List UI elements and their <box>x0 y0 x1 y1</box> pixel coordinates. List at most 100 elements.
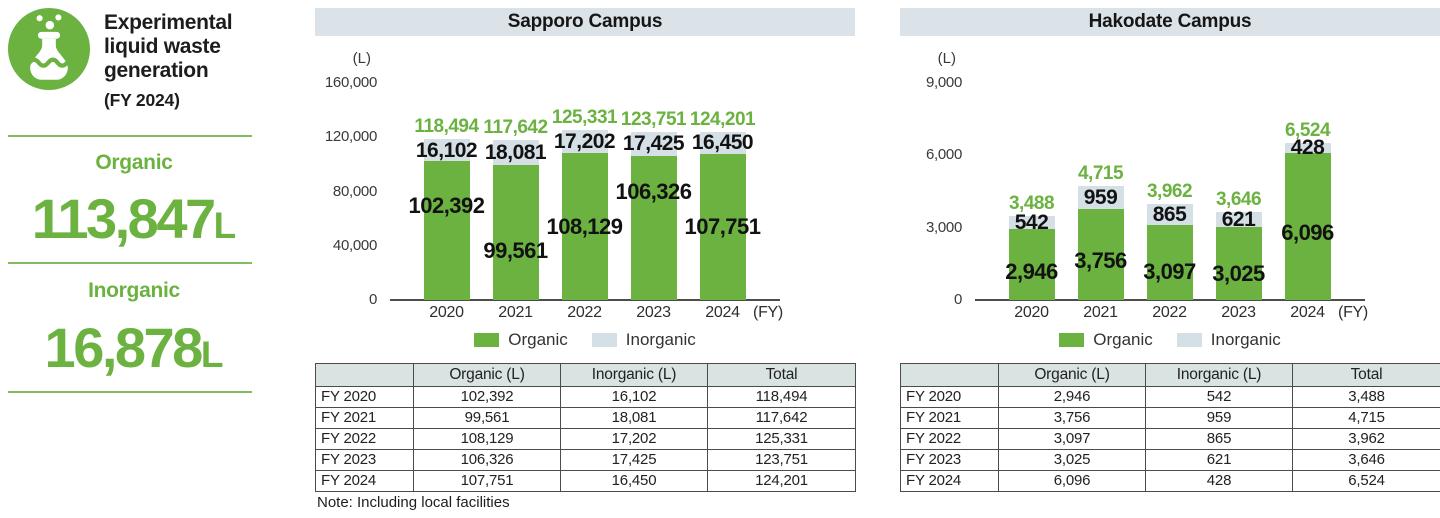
table-row: FY 2024 6,096 428 6,524 <box>900 470 1440 492</box>
x-axis-category-label: 2021 <box>498 304 533 321</box>
y-axis-unit-label: (L) <box>352 50 371 67</box>
bar-segment-inorganic <box>1146 204 1193 226</box>
legend-label: Inorganic <box>1210 330 1281 349</box>
data-table: Organic (L) Inorganic (L) Total FY 2020 2,94… <box>900 363 1440 492</box>
bar-segment-organic <box>492 164 539 300</box>
bar-segment-organic <box>699 153 746 300</box>
organic-total-label: Organic <box>95 151 173 174</box>
table-row: FY 2021 99,561 18,081 117,642 <box>315 407 856 429</box>
legend-swatch-organic <box>1059 333 1085 347</box>
legend-item-organic: Organic <box>1059 330 1153 350</box>
table-row-label: FY 2023 <box>900 449 999 471</box>
table-cell: 17,425 <box>560 449 708 471</box>
bar-segment-inorganic <box>561 130 608 154</box>
table-cell: 428 <box>1145 470 1293 492</box>
y-axis-unit-label: (L) <box>937 50 956 67</box>
table-header-cell <box>315 363 414 387</box>
y-axis-tick-label: 120,000 <box>324 128 377 146</box>
table-cell: 621 <box>1145 449 1293 471</box>
table-cell: 4,715 <box>1292 407 1440 429</box>
table-row-label: FY 2022 <box>315 428 414 450</box>
table-header-cell: Organic (L) <box>413 363 561 387</box>
campus-panel-sapporo: Sapporo Campus (L) 0 40,000 80,000 120,000 160… <box>315 0 856 518</box>
bar-segment-inorganic <box>423 139 470 162</box>
y-axis-tick-label: 3,000 <box>925 218 962 236</box>
x-axis-line <box>390 299 780 301</box>
x-axis-category-label: 2023 <box>636 304 671 321</box>
table-cell: 6,096 <box>998 470 1146 492</box>
table-row: FY 2023 106,326 17,425 123,751 <box>315 449 856 471</box>
legend-swatch-organic <box>474 333 500 347</box>
legend: Organic Inorganic <box>900 330 1440 350</box>
legend-item-organic: Organic <box>474 330 568 350</box>
divider <box>8 262 252 264</box>
bar-segment-inorganic <box>1284 142 1331 154</box>
table-cell: 106,326 <box>413 449 561 471</box>
x-axis-category-label: 2022 <box>1152 304 1187 321</box>
flask-icon <box>8 8 90 90</box>
legend-label: Inorganic <box>625 330 696 349</box>
bar-segment-organic <box>561 153 608 300</box>
summary-title-line: liquid waste <box>104 35 221 58</box>
table-cell: 123,751 <box>707 449 856 471</box>
bar-segment-inorganic <box>1215 212 1262 228</box>
divider <box>8 391 252 393</box>
table-cell: 3,097 <box>998 428 1146 450</box>
x-axis-category-label: 2021 <box>1083 304 1118 321</box>
summary-title: Experimental liquid waste generation (FY… <box>104 11 260 112</box>
legend-swatch-inorganic <box>591 333 617 347</box>
bar-segment-inorganic <box>492 140 539 165</box>
y-axis-tick-label: 160,000 <box>324 74 377 91</box>
table-cell: 3,646 <box>1292 449 1440 471</box>
bar-total-label: 123,751 <box>620 109 687 131</box>
y-axis-tick-label: 0 <box>368 291 377 308</box>
table-row: FY 2020 2,946 542 3,488 <box>900 386 1440 408</box>
legend-label: Organic <box>508 330 568 349</box>
table-row: FY 2023 3,025 621 3,646 <box>900 449 1440 471</box>
y-axis-tick-label: 40,000 <box>332 236 377 254</box>
table-header-cell: Organic (L) <box>998 363 1146 387</box>
bar-segment-inorganic <box>1008 215 1055 229</box>
legend-item-inorganic: Inorganic <box>591 330 696 350</box>
bar-segment-organic <box>1077 209 1124 300</box>
bar-segment-organic <box>630 155 677 300</box>
x-axis-line <box>975 299 1365 301</box>
table-header-cell: Inorganic (L) <box>1145 363 1293 387</box>
table-cell: 124,201 <box>707 470 856 492</box>
x-axis-category-label: 2022 <box>567 304 602 321</box>
summary-title-line: Experimental <box>104 11 233 34</box>
table-cell: 17,202 <box>560 428 708 450</box>
legend-item-inorganic: Inorganic <box>1176 330 1281 350</box>
table-row: FY 2022 108,129 17,202 125,331 <box>315 428 856 450</box>
table-row-label: FY 2020 <box>900 386 999 408</box>
inorganic-total-label: Inorganic <box>88 279 180 302</box>
table-cell: 6,524 <box>1292 470 1440 492</box>
table-row-label: FY 2022 <box>900 428 999 450</box>
table-header-cell: Inorganic (L) <box>560 363 708 387</box>
bar-total-label: 6,524 <box>1284 119 1331 141</box>
legend-label: Organic <box>1093 330 1153 349</box>
x-axis-category-label: 2020 <box>1014 304 1049 321</box>
table-cell: 125,331 <box>707 428 856 450</box>
inorganic-total-unit: L <box>200 334 224 375</box>
table-header-cell: Total <box>1292 363 1440 387</box>
table-header-row: Organic (L) Inorganic (L) Total <box>315 363 856 387</box>
table-row: FY 2024 107,751 16,450 124,201 <box>315 470 856 492</box>
table-cell: 865 <box>1145 428 1293 450</box>
table-cell: 3,025 <box>998 449 1146 471</box>
inorganic-total-number: 16,878 <box>44 316 204 379</box>
table-cell: 3,756 <box>998 407 1146 429</box>
organic-total-value: 113,847L <box>8 191 260 247</box>
table-header-cell <box>900 363 999 387</box>
table-cell: 118,494 <box>707 386 856 408</box>
table-row-label: FY 2021 <box>315 407 414 429</box>
campus-panel-hakodate: Hakodate Campus (L) 0 3,000 6,000 9,000 3,488 5… <box>900 0 1440 518</box>
table-cell: 16,102 <box>560 386 708 408</box>
table-cell: 16,450 <box>560 470 708 492</box>
summary-subtitle: (FY 2024) <box>104 90 180 110</box>
x-axis-unit-label: (FY) <box>1338 304 1368 321</box>
table-cell: 107,751 <box>413 470 561 492</box>
table-cell: 959 <box>1145 407 1293 429</box>
x-axis-category-label: 2024 <box>1290 304 1325 321</box>
